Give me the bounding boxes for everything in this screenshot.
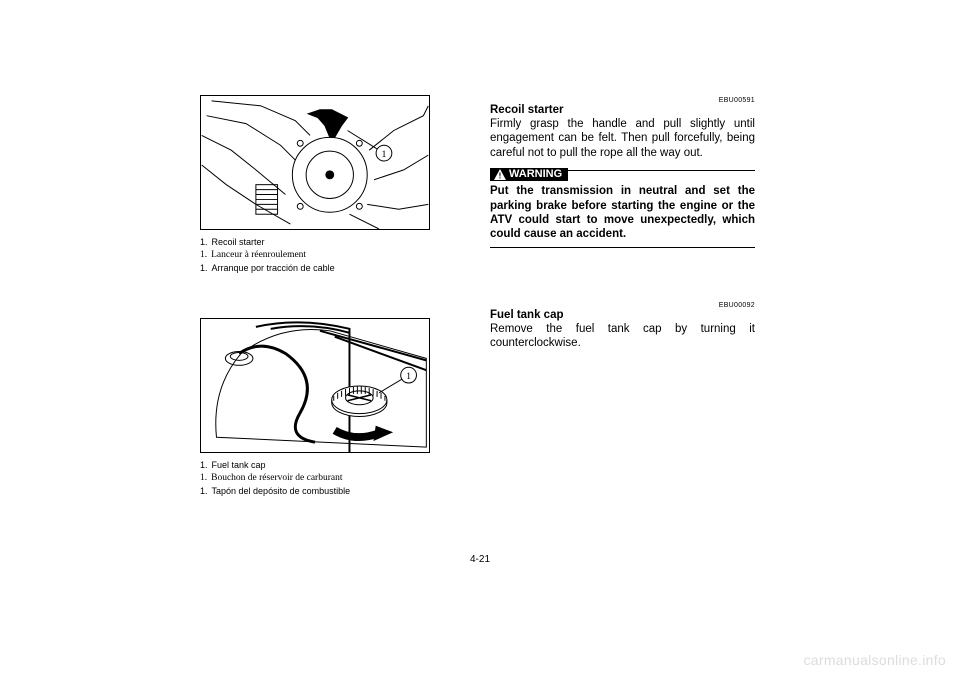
- warning-badge: ! WARNING: [490, 168, 568, 181]
- warning-icon: !: [494, 169, 506, 180]
- warning-label: WARNING: [509, 169, 562, 180]
- figure-fuel-cap: 1: [200, 318, 430, 453]
- section-body-fuelcap: Remove the fuel tank cap by turning it c…: [490, 322, 755, 351]
- section-body-recoil: Firmly grasp the handle and pull slightl…: [490, 117, 755, 160]
- figure-fuelcap-captions: 1.Fuel tank cap 1.Bouchon de réservoir d…: [200, 459, 450, 497]
- section-code: EBU00092: [490, 302, 755, 309]
- caption-fr: Bouchon de réservoir de carburant: [211, 472, 342, 485]
- left-column: 1 1.Recoil starter 1.Lanceur à réenroule…: [200, 95, 450, 498]
- callout-number: 1: [406, 372, 411, 383]
- warning-header: ! WARNING: [490, 160, 755, 181]
- figure-recoil-captions: 1.Recoil starter 1.Lanceur à réenrouleme…: [200, 236, 450, 274]
- caption-num: 1.: [200, 236, 208, 249]
- figure-recoil-starter: 1: [200, 95, 430, 230]
- warning-body: Put the transmission in neutral and set …: [490, 184, 755, 242]
- rule: [568, 170, 755, 171]
- caption-num: 1.: [200, 262, 208, 275]
- spacer: [490, 248, 755, 300]
- manual-page: 1 1.Recoil starter 1.Lanceur à réenroule…: [200, 95, 760, 555]
- caption-fr: Lanceur à réenroulement: [211, 249, 306, 262]
- caption-num: 1.: [200, 249, 207, 262]
- caption-num: 1.: [200, 459, 208, 472]
- caption-num: 1.: [200, 485, 208, 498]
- caption-es: Arranque por tracción de cable: [212, 262, 335, 275]
- watermark: carmanualsonline.info: [804, 652, 947, 668]
- page-number: 4-21: [200, 554, 760, 565]
- section-title-fuelcap: Fuel tank cap: [490, 309, 755, 321]
- section-code: EBU00591: [490, 97, 755, 104]
- caption-en: Fuel tank cap: [212, 459, 266, 472]
- spacer: [200, 274, 450, 318]
- callout-number: 1: [382, 149, 387, 160]
- right-column: EBU00591 Recoil starter Firmly grasp the…: [490, 95, 755, 350]
- caption-en: Recoil starter: [212, 236, 265, 249]
- caption-es: Tapón del depósito de combustible: [212, 485, 351, 498]
- svg-text:!: !: [499, 172, 502, 181]
- caption-num: 1.: [200, 472, 207, 485]
- section-title-recoil: Recoil starter: [490, 104, 755, 116]
